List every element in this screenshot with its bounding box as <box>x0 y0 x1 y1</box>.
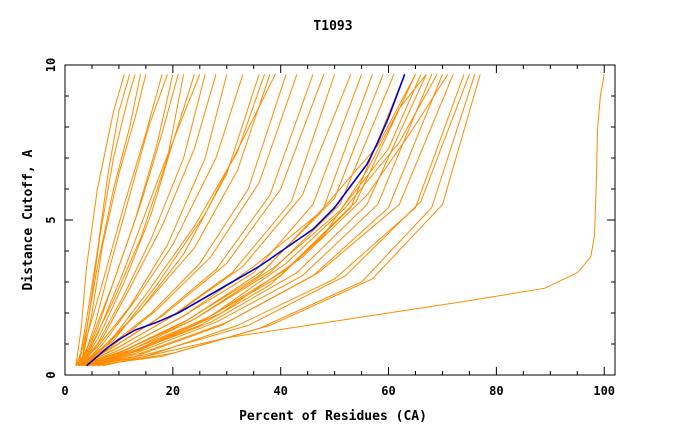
x-tick-label: 100 <box>593 384 615 398</box>
series-line <box>86 73 427 367</box>
series-line <box>80 74 298 367</box>
series-line <box>75 74 228 367</box>
series-line <box>80 74 201 366</box>
series-line <box>75 74 125 366</box>
series-line <box>86 74 416 367</box>
series-line <box>80 74 352 367</box>
series-line <box>83 74 395 367</box>
series-line <box>78 74 260 367</box>
series-line <box>91 74 470 367</box>
y-tick-label: 0 <box>44 371 58 378</box>
y-tick-label: 5 <box>44 216 58 223</box>
chart-title: T1093 <box>313 19 352 34</box>
tick-labels: 0 20 40 60 80 100 0 5 10 <box>44 58 615 398</box>
x-tick-label: 40 <box>273 384 287 398</box>
series-line <box>81 74 416 367</box>
series-line <box>78 74 276 367</box>
series-line <box>78 74 206 367</box>
series-line <box>78 74 287 367</box>
series-line <box>80 74 168 366</box>
series-line <box>78 74 131 366</box>
x-tick-label: 0 <box>61 384 68 398</box>
series-line <box>75 74 185 366</box>
series-line <box>102 74 605 367</box>
series-layer <box>75 73 605 367</box>
series-line <box>80 74 244 367</box>
y-tick-label: 10 <box>44 58 58 72</box>
series-line <box>91 74 476 367</box>
x-axis-label: Percent of Residues (CA) <box>239 409 427 424</box>
series-line <box>80 74 179 366</box>
x-tick-label: 80 <box>489 384 503 398</box>
x-tick-label: 20 <box>166 384 180 398</box>
axis-ticks <box>64 64 615 376</box>
highlight-series-line <box>86 74 406 367</box>
series-line <box>80 74 147 366</box>
series-line <box>86 74 449 367</box>
series-line <box>75 74 163 366</box>
series-line <box>86 74 433 367</box>
series-line <box>81 74 422 367</box>
series-line <box>86 74 454 367</box>
y-axis-label: Distance Cutoff, A <box>21 149 36 290</box>
series-line <box>97 74 481 367</box>
x-tick-label: 60 <box>381 384 395 398</box>
series-line <box>80 74 195 366</box>
series-line <box>78 74 141 366</box>
plot-frame <box>64 64 616 376</box>
series-line <box>86 74 438 367</box>
series-line <box>80 74 217 367</box>
series-line <box>80 74 325 367</box>
